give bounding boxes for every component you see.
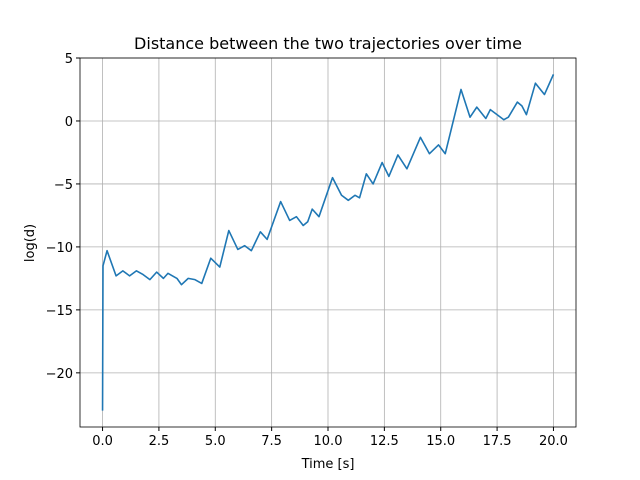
x-tick-label: 10.0 — [314, 434, 343, 449]
data-line — [101, 74, 555, 411]
y-tick-label: 5 — [65, 52, 73, 67]
y-axis-label: log(d) — [23, 224, 38, 262]
x-tick-label: 12.5 — [370, 434, 399, 449]
plot-frame — [79, 57, 577, 428]
chart-title: Distance between the two trajectories ov… — [134, 34, 522, 53]
y-tick-label: 0 — [65, 115, 73, 130]
x-tick-label: 20.0 — [539, 434, 568, 449]
x-tick-label: 5.0 — [205, 434, 226, 449]
y-tick-label: −5 — [54, 178, 73, 193]
x-tick-label: 0.0 — [92, 434, 113, 449]
y-tick-label: −20 — [46, 367, 73, 382]
x-tick-label: 7.5 — [261, 434, 282, 449]
x-axis-label: Time [s] — [301, 457, 355, 472]
y-tick-label: −15 — [46, 304, 73, 319]
x-tick-label: 17.5 — [483, 434, 512, 449]
x-tick-label: 2.5 — [149, 434, 170, 449]
x-tick-label: 15.0 — [426, 434, 455, 449]
y-tick-label: −10 — [46, 241, 73, 256]
